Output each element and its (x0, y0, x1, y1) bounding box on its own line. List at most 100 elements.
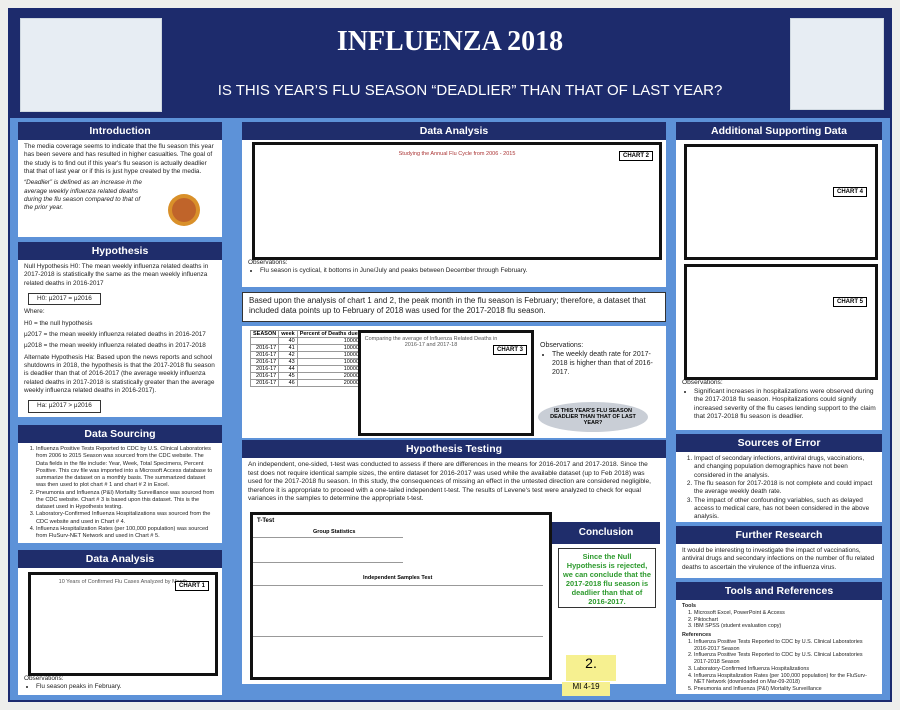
cell: 45 (278, 372, 298, 380)
text: It would be interesting to investigate t… (682, 547, 875, 571)
list-item: The flu season for 2017-2018 is not comp… (694, 480, 876, 497)
hypothesis-panel: Hypothesis Null Hypothesis H0: The mean … (18, 242, 222, 417)
text: Impact of secondary infections, antivira… (676, 452, 882, 522)
sticky-note: MI 4-19 (562, 682, 610, 696)
header-cell: week (278, 330, 298, 338)
heading: Tools and References (676, 582, 882, 600)
table-rule (253, 537, 403, 563)
chart-3-panel: SEASON week Percent of Deaths due to Flu 40… (242, 326, 666, 438)
text: Observations: Significant increases in h… (676, 376, 882, 427)
heading: Sources of Error (676, 434, 882, 452)
paragraph: The media coverage seems to indicate tha… (24, 143, 214, 175)
text: Influenza Positive Tests Reported to CDC… (18, 443, 222, 543)
chart-label: CHART 1 (174, 581, 209, 591)
conclusion-text: Since the Null Hypothesis is rejected, w… (558, 548, 656, 608)
list-item: Impact of secondary infections, antivira… (694, 455, 876, 480)
text: Observations: Flu season is cyclical, it… (242, 256, 533, 281)
tools-panel: Tools and References Tools Microsoft Exc… (676, 582, 882, 694)
references-label: References (682, 632, 712, 638)
chart-5-frame: CHART 5 (684, 264, 878, 380)
list-item: Laboratory-Confirmed Influenza Hospitali… (694, 666, 876, 673)
header: INFLUENZA 2018 IS THIS YEAR’S FLU SEASON… (10, 10, 890, 118)
cell: 2016-17 (249, 379, 280, 387)
list-item: Influenza Hospitalization Rates (per 100… (36, 526, 216, 541)
text: The media coverage seems to indicate tha… (18, 140, 222, 219)
chart-label: CHART 4 (832, 187, 867, 197)
list-item: Influenza Hospitalization Rates (per 100… (694, 673, 876, 687)
sources-of-error-panel: Sources of Error Impact of secondary inf… (676, 434, 882, 522)
group-statistics: Group Statistics (313, 529, 356, 535)
observations: Observations: (682, 379, 723, 386)
cell: 2016-17 (249, 365, 280, 373)
list-item: Influenza Positive Tests Reported to CDC… (694, 652, 876, 666)
header-diagram (790, 18, 884, 110)
further-research-panel: Further Research It would be interesting… (676, 526, 882, 578)
cell: 40 (278, 337, 298, 345)
heading: Further Research (676, 526, 882, 544)
text: Observations: The weekly death rate for … (534, 338, 666, 382)
text: Tools Microsoft Excel, PowerPoint & Acce… (676, 600, 882, 694)
list-item: Influenza Positive Tests Reported to CDC… (36, 446, 216, 490)
observations: Observations: (24, 675, 64, 682)
chart-title: Studying the Annual Flu Cycle from 2006 … (398, 151, 516, 157)
definition: μ2018 = the mean weekly influenza relate… (24, 342, 206, 350)
alternate-hypothesis: Alternate Hypothesis Ha: Based upon the … (24, 353, 215, 394)
list-item: The weekly death rate for 2017-2018 is h… (552, 350, 660, 377)
text: Based upon the analysis of chart 1 and 2… (249, 296, 646, 316)
text: Null Hypothesis H0: The mean weekly infl… (18, 260, 222, 417)
data-analysis-left-panel: Data Analysis 10 Years of Confirmed Flu … (18, 550, 222, 695)
list-item: IBM SPSS (student evaluation copy) (694, 623, 876, 630)
cell (249, 337, 280, 345)
heading: Hypothesis (18, 242, 222, 260)
ttest-title: T-Test (257, 518, 275, 524)
callout: IS THIS YEAR'S FLU SEASON DEADLIER THAN … (538, 402, 648, 432)
ttest-frame: T-Test Group Statistics Independent Samp… (250, 512, 552, 680)
chart-title: 10 Years of Confirmed Flu Cases Analyzed… (58, 579, 188, 585)
tools-label: Tools (682, 603, 696, 609)
definition: H0 = the null hypothesis (24, 319, 93, 327)
where: Where: (24, 308, 45, 316)
chart-label: CHART 2 (618, 151, 653, 161)
independent-samples-test: Independent Samples Test (363, 575, 433, 581)
cell: 44 (278, 365, 298, 373)
definition: “Deadlier” is defined as an increase in … (24, 179, 142, 212)
virus-image (168, 194, 200, 226)
formula: Ha: μ2017 > μ2016 (28, 400, 101, 413)
list-item: Microsoft Excel, PowerPoint & Access (694, 610, 876, 617)
peak-note: Based upon the analysis of chart 1 and 2… (242, 292, 666, 322)
formula: H0: μ2017 = μ2016 (28, 292, 101, 306)
null-hypothesis: Null Hypothesis H0: The mean weekly infl… (24, 263, 209, 287)
conclusion-heading: Conclusion (552, 522, 660, 544)
data-analysis-panel: Data Analysis Studying the Annual Flu Cy… (242, 122, 666, 287)
text: An independent, one-sided, t-test was co… (248, 461, 651, 503)
definition: μ2017 = the mean weekly influenza relate… (24, 330, 206, 338)
cell: 42 (278, 351, 298, 359)
chart-3-frame: Comparing the average of Influenza Relat… (358, 330, 534, 436)
cell: 2016-17 (249, 351, 280, 359)
list-item: Flu season peaks in February. (36, 683, 122, 691)
list-item: Flu season is cyclical, it bottoms in Ju… (260, 267, 527, 275)
title: INFLUENZA 2018 (336, 26, 564, 57)
cell: 43 (278, 358, 298, 366)
chart-4-frame: CHART 4 (684, 144, 878, 260)
list-item: Laboratory-Confirmed Influenza Hospitali… (36, 511, 216, 526)
cell: 41 (278, 344, 298, 352)
introduction-panel: Introduction The media coverage seems to… (18, 122, 222, 237)
chart-title: Comparing the average of Influenza Relat… (364, 336, 498, 348)
list-item: Influenza Positive Tests Reported to CDC… (694, 639, 876, 653)
header-cell: SEASON (249, 330, 280, 338)
observations: Observations: (540, 342, 584, 349)
text: Observations: Flu season peaks in Februa… (18, 672, 128, 695)
observations: Observations: (248, 259, 288, 266)
heading: Data Sourcing (18, 425, 222, 443)
cell: 2016-17 (249, 358, 280, 366)
cell: 2016-17 (249, 344, 280, 352)
subtitle: IS THIS YEAR’S FLU SEASON “DEADLIER” THA… (217, 82, 723, 99)
table-rule (253, 585, 543, 637)
additional-data-panel: Additional Supporting Data CHART 4 CHART… (676, 122, 882, 430)
header-photo (20, 18, 162, 112)
cell: 46 (278, 379, 298, 387)
poster: INFLUENZA 2018 IS THIS YEAR’S FLU SEASON… (8, 8, 892, 702)
chart-label: CHART 5 (832, 297, 867, 307)
